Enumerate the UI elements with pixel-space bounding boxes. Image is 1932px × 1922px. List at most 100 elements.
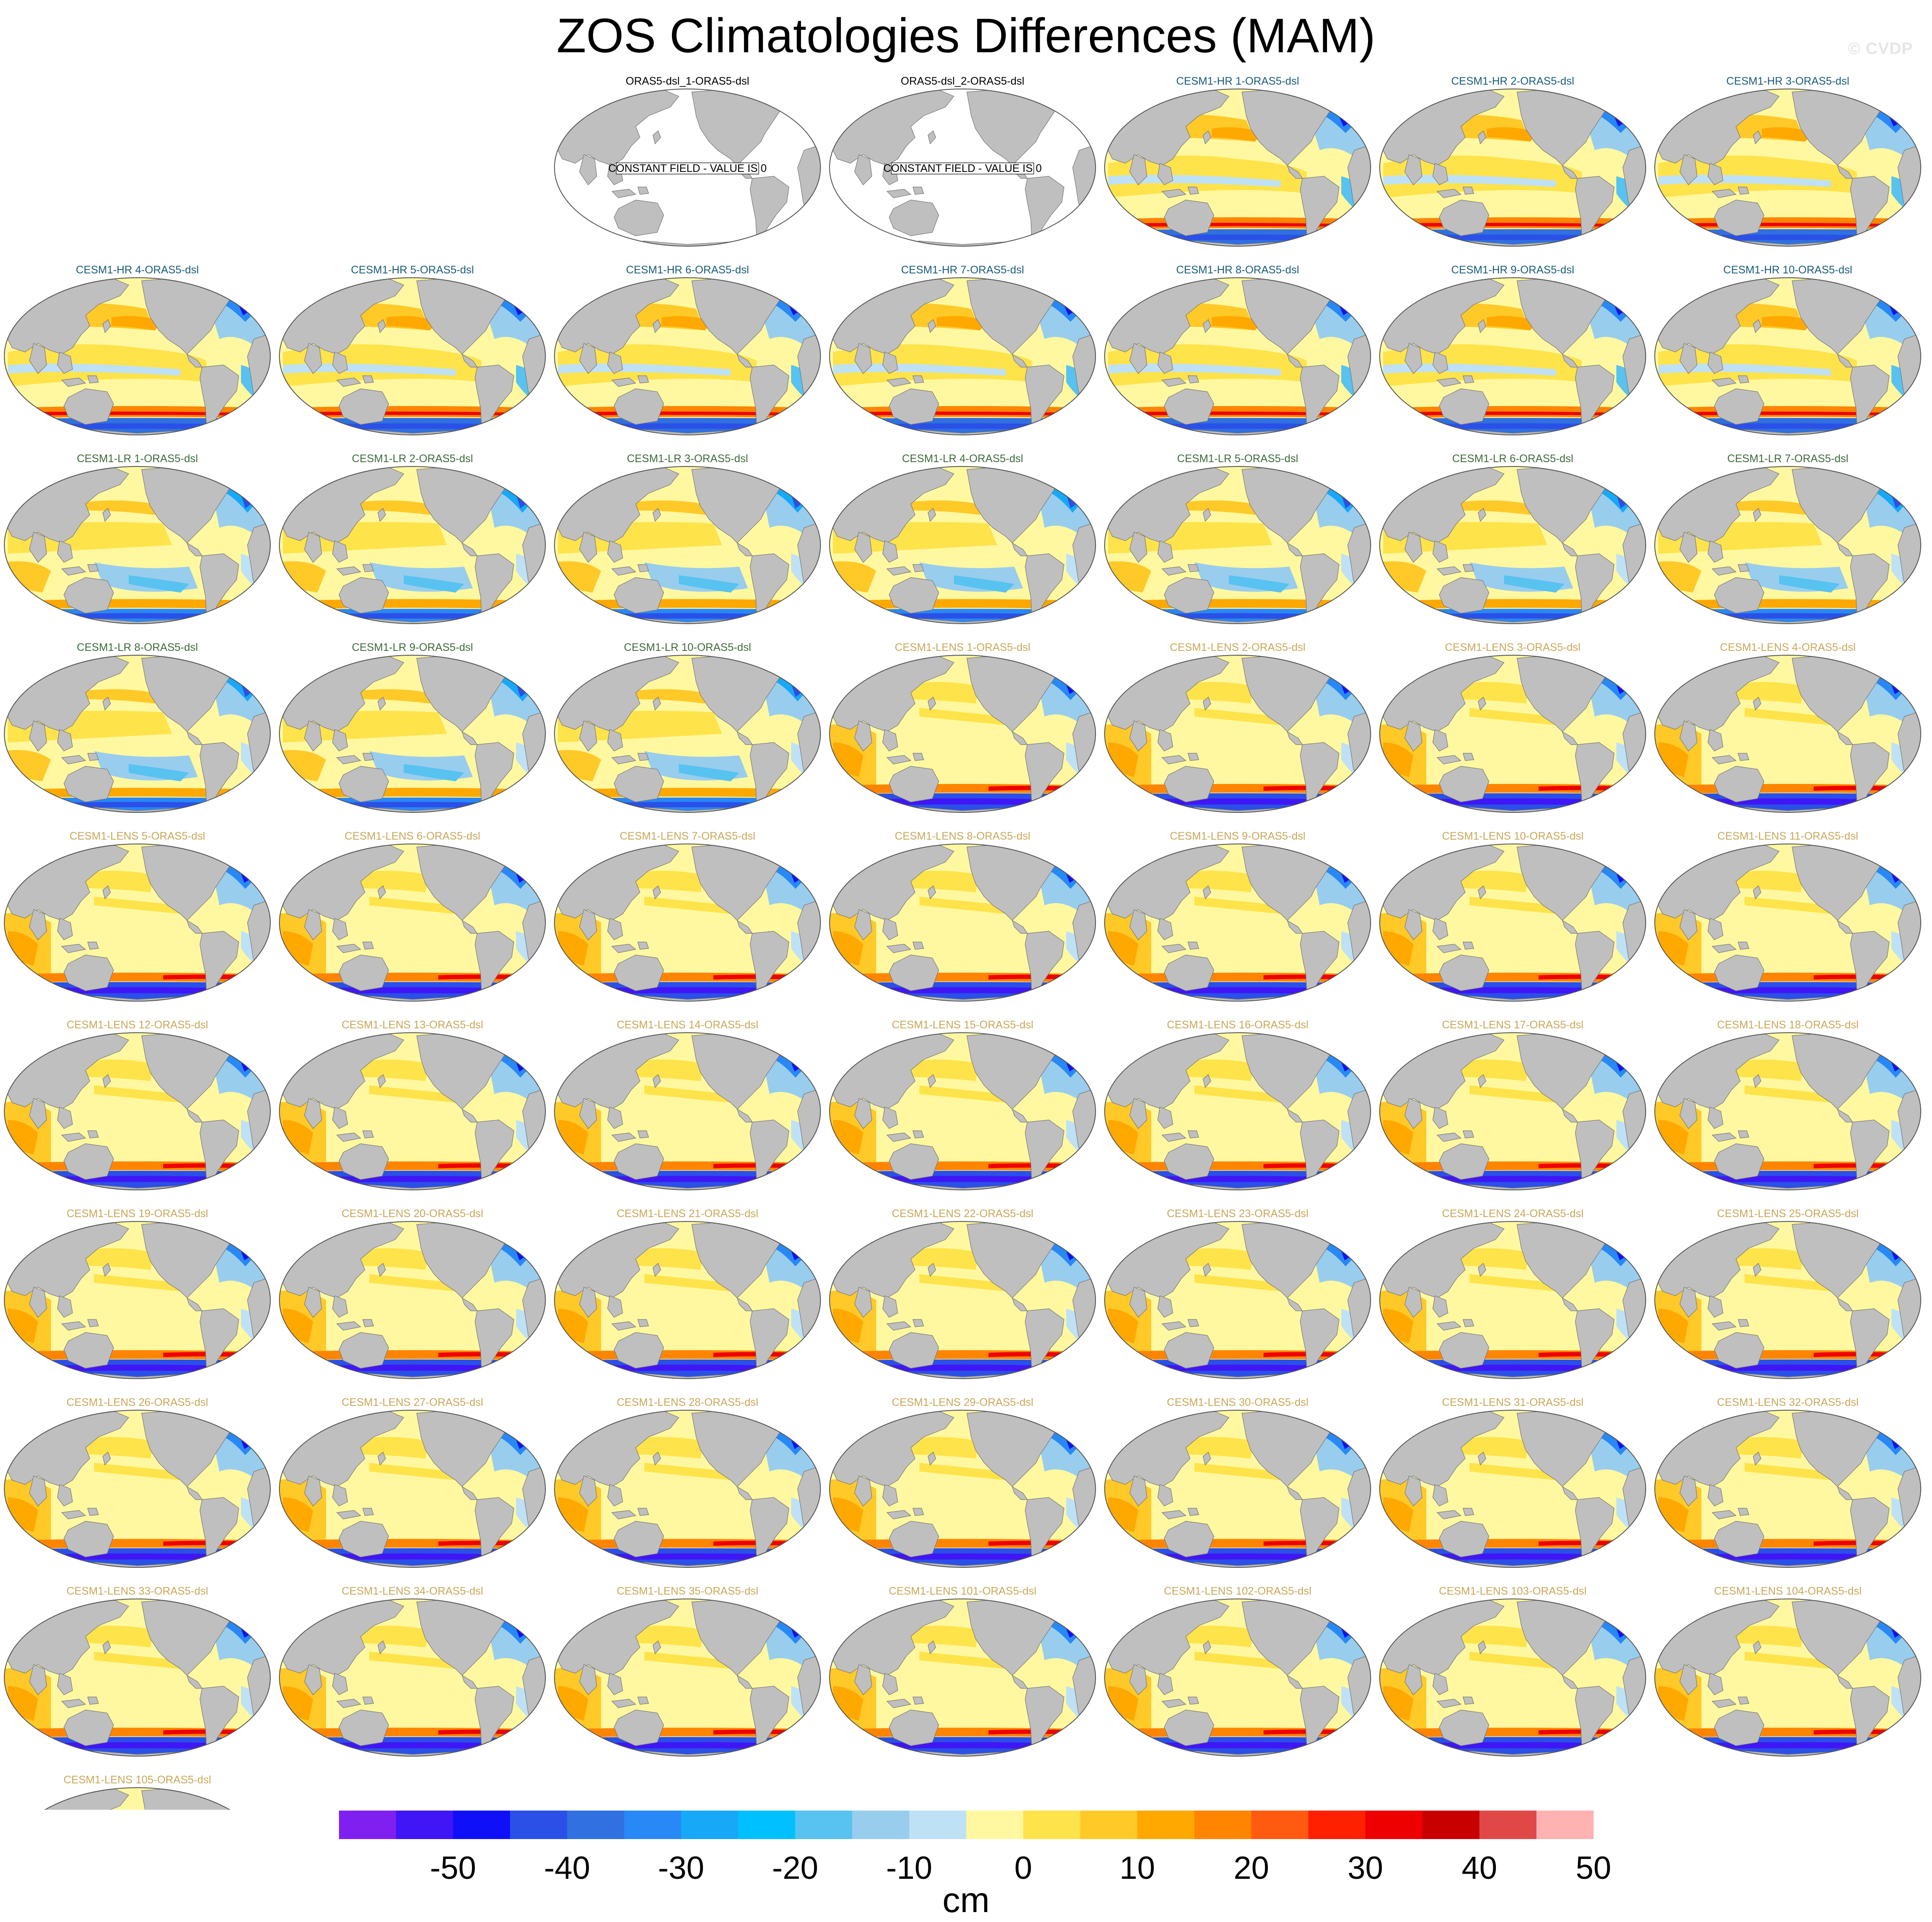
constant-field-note: CONSTANT FIELD - VALUE IS 0 bbox=[884, 162, 1042, 174]
panel-title: CESM1-LENS 32-ORAS5-dsl bbox=[1717, 1396, 1859, 1408]
map-panel: CESM1-LENS 8-ORAS5-dsl bbox=[829, 830, 1096, 1002]
map-outline bbox=[279, 844, 546, 1002]
map-outline bbox=[1104, 1598, 1371, 1757]
map-field bbox=[4, 844, 270, 1001]
colorbar-tick-label: 20 bbox=[1234, 1850, 1269, 1883]
map-outline bbox=[1379, 655, 1646, 813]
watermark-text: © CVDP bbox=[1848, 40, 1913, 58]
map-field bbox=[1380, 1599, 1646, 1756]
map-outline bbox=[829, 1221, 1096, 1379]
colorbar-tick-label: 10 bbox=[1119, 1850, 1155, 1883]
map-panel: ORAS5-dsl_2-ORAS5-dsl CONSTANT FIELD - VA… bbox=[829, 75, 1096, 247]
panel-title: CESM1-HR 4-ORAS5-dsl bbox=[76, 264, 199, 276]
map-field bbox=[830, 844, 1096, 1001]
panel-title: CESM1-HR 8-ORAS5-dsl bbox=[1176, 264, 1299, 276]
map-outline bbox=[1379, 1598, 1646, 1757]
map-panel: CESM1-LENS 15-ORAS5-dsl bbox=[829, 1019, 1096, 1190]
map-panel: CESM1-LENS 35-ORAS5-dsl bbox=[554, 1585, 821, 1757]
panel-title: CESM1-LENS 101-ORAS5-dsl bbox=[889, 1585, 1036, 1597]
map-outline bbox=[829, 1598, 1096, 1757]
map-panel: CESM1-LENS 27-ORAS5-dsl bbox=[279, 1396, 546, 1568]
colorbar-bin bbox=[738, 1811, 795, 1839]
map-panel: CESM1-LENS 7-ORAS5-dsl bbox=[554, 830, 821, 1002]
map-field bbox=[1655, 1033, 1921, 1190]
map-outline bbox=[4, 844, 271, 1002]
map-field bbox=[4, 466, 270, 624]
map-panel: CESM1-LENS 101-ORAS5-dsl bbox=[829, 1585, 1096, 1757]
colorbar-tick-label: 0 bbox=[1014, 1850, 1032, 1883]
map-field bbox=[4, 1410, 270, 1567]
panel-title: CESM1-LENS 12-ORAS5-dsl bbox=[67, 1019, 208, 1031]
map-outline bbox=[554, 466, 821, 624]
map-field bbox=[279, 655, 545, 812]
constant-field-note: CONSTANT FIELD - VALUE IS 0 bbox=[608, 162, 767, 174]
map-field bbox=[1380, 1221, 1646, 1379]
colorbar-bin bbox=[1251, 1811, 1309, 1839]
map-field bbox=[554, 1221, 820, 1379]
panel-title: CESM1-LENS 11-ORAS5-dsl bbox=[1717, 830, 1858, 842]
colorbar-bin bbox=[453, 1811, 510, 1839]
map-field bbox=[1380, 466, 1646, 624]
map-outline bbox=[279, 655, 546, 813]
map-panel: CESM1-LENS 5-ORAS5-dsl bbox=[4, 830, 271, 1002]
map-outline bbox=[1654, 655, 1921, 813]
panel-title: CESM1-LENS 22-ORAS5-dsl bbox=[892, 1208, 1033, 1220]
panel-title: CESM1-LR 3-ORAS5-dsl bbox=[627, 453, 748, 465]
panel-title: CESM1-LENS 105-ORAS5-dsl bbox=[63, 1774, 211, 1786]
map-panel: CESM1-LR 10-ORAS5-dsl bbox=[554, 641, 821, 813]
panel-title: CESM1-LR 2-ORAS5-dsl bbox=[352, 453, 473, 465]
map-panel: CESM1-LENS 6-ORAS5-dsl bbox=[279, 830, 546, 1002]
map-outline bbox=[1379, 277, 1646, 435]
constant-field-box bbox=[891, 162, 1034, 174]
map-field bbox=[1105, 655, 1371, 812]
map-panel: CESM1-LR 4-ORAS5-dsl bbox=[829, 453, 1096, 624]
map-panel: CESM1-LENS 104-ORAS5-dsl bbox=[1654, 1585, 1921, 1757]
map-panel: CESM1-LR 2-ORAS5-dsl bbox=[279, 453, 546, 624]
map-outline bbox=[554, 655, 821, 813]
map-outline bbox=[4, 1410, 271, 1568]
map-panel: CESM1-HR 3-ORAS5-dsl bbox=[1654, 75, 1921, 247]
colorbar-unit-label: cm bbox=[942, 1881, 990, 1920]
map-panel: CESM1-LENS 12-ORAS5-dsl bbox=[4, 1019, 271, 1190]
map-panel: CESM1-LENS 32-ORAS5-dsl bbox=[1654, 1396, 1921, 1568]
map-outline bbox=[1104, 655, 1371, 813]
map-field bbox=[554, 655, 820, 812]
map-field bbox=[4, 1033, 270, 1190]
map-field bbox=[1380, 278, 1646, 435]
map-outline bbox=[1654, 277, 1921, 435]
map-panel: CESM1-LENS 11-ORAS5-dsl bbox=[1654, 830, 1921, 1002]
panel-title: ORAS5-dsl_2-ORAS5-dsl bbox=[901, 75, 1024, 87]
map-field bbox=[830, 1410, 1096, 1567]
panel-title: CESM1-LENS 4-ORAS5-dsl bbox=[1720, 641, 1856, 653]
panel-title: CESM1-LR 5-ORAS5-dsl bbox=[1177, 453, 1299, 465]
colorbar-bin bbox=[339, 1811, 396, 1839]
map-panel: CESM1-LR 5-ORAS5-dsl bbox=[1104, 453, 1371, 624]
map-field bbox=[554, 1033, 820, 1190]
map-field bbox=[1655, 1410, 1921, 1567]
panel-title: CESM1-LENS 16-ORAS5-dsl bbox=[1167, 1019, 1308, 1031]
map-outline bbox=[829, 89, 1096, 247]
map-outline bbox=[554, 1221, 821, 1379]
map-outline bbox=[1654, 89, 1921, 247]
colorbar-tick-label: -30 bbox=[658, 1850, 704, 1883]
map-panel: CESM1-LENS 103-ORAS5-dsl bbox=[1379, 1585, 1646, 1757]
map-field bbox=[1105, 1221, 1371, 1379]
colorbar-bin bbox=[1137, 1811, 1195, 1839]
panel-title: CESM1-LR 4-ORAS5-dsl bbox=[902, 453, 1023, 465]
panel-title: CESM1-LENS 33-ORAS5-dsl bbox=[67, 1585, 208, 1597]
colorbar-tick-label: -20 bbox=[772, 1850, 818, 1883]
panel-title: CESM1-LENS 28-ORAS5-dsl bbox=[617, 1396, 758, 1408]
map-outline bbox=[1654, 1221, 1921, 1379]
panel-title: CESM1-LR 6-ORAS5-dsl bbox=[1452, 453, 1574, 465]
map-field bbox=[1655, 844, 1921, 1001]
panel-title: CESM1-LR 7-ORAS5-dsl bbox=[1727, 453, 1849, 465]
colorbar-tick-label: 30 bbox=[1348, 1850, 1383, 1883]
colorbar-tick-label: -10 bbox=[886, 1850, 932, 1883]
map-field bbox=[279, 1221, 545, 1379]
map-outline bbox=[279, 1221, 546, 1379]
map-outline bbox=[1104, 466, 1371, 624]
map-panel: CESM1-LENS 16-ORAS5-dsl bbox=[1104, 1019, 1371, 1190]
map-panel: CESM1-HR 5-ORAS5-dsl bbox=[279, 264, 546, 435]
map-panel-grid: ORAS5-dsl_1-ORAS5-dsl CONSTANT FIELD - VA… bbox=[4, 75, 1921, 1810]
map-outline bbox=[279, 466, 546, 624]
